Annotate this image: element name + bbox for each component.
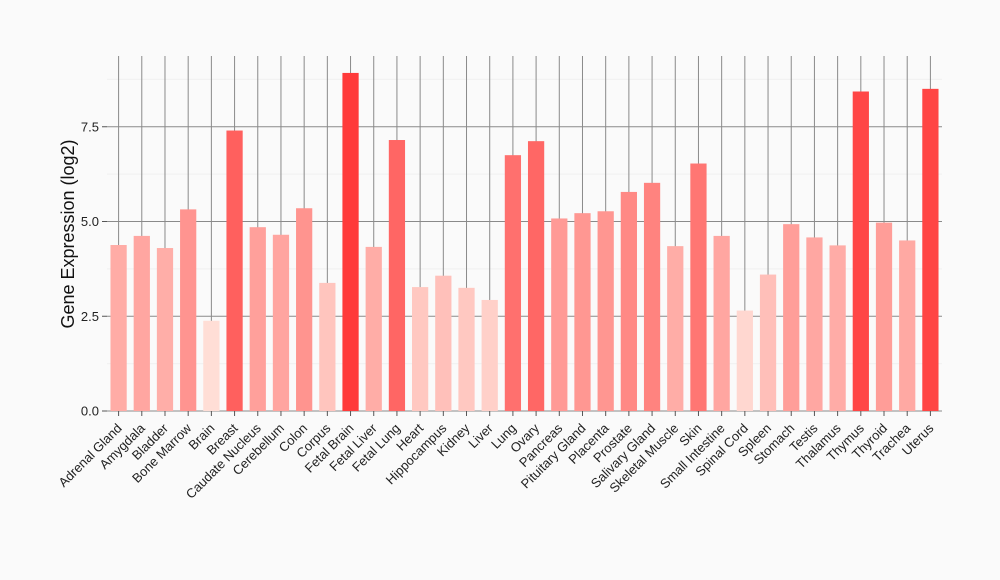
x-tick-label: Liver (465, 420, 496, 451)
bar (551, 218, 568, 411)
bar (527, 141, 545, 412)
bar (620, 191, 637, 411)
bar (643, 182, 661, 411)
bar (226, 130, 243, 412)
bar (156, 248, 174, 411)
bar (574, 213, 591, 411)
bar (806, 237, 823, 411)
bar (713, 235, 730, 411)
bar (783, 224, 800, 411)
bar (875, 222, 893, 411)
bar (296, 208, 313, 411)
bar (829, 245, 846, 411)
y-tick-label: 5.0 (81, 214, 99, 229)
bar (133, 235, 150, 411)
y-axis-ticks: 0.0 2.5 5.0 7.5 (81, 119, 107, 419)
bar (272, 234, 290, 411)
bar (690, 163, 707, 411)
bar (458, 287, 475, 411)
bar (203, 320, 220, 411)
bar (388, 140, 406, 411)
bar (481, 299, 498, 411)
bar (667, 246, 684, 411)
bar (899, 240, 916, 411)
y-tick-label: 7.5 (81, 119, 99, 134)
y-axis-title: Gene Expression (log2) (58, 139, 78, 328)
bar (365, 246, 382, 411)
bar (736, 310, 753, 411)
bar (435, 275, 452, 411)
bar (922, 88, 939, 411)
bar (180, 209, 197, 411)
bar (110, 244, 127, 411)
y-tick-label: 0.0 (81, 404, 99, 419)
bar (342, 72, 359, 411)
bar (249, 227, 266, 411)
bar (852, 91, 869, 412)
bar (412, 287, 429, 411)
bar (319, 282, 336, 411)
bar (759, 274, 777, 411)
bar (597, 211, 614, 411)
bars (110, 72, 939, 412)
bar (504, 155, 522, 411)
y-tick-label: 2.5 (81, 309, 99, 324)
